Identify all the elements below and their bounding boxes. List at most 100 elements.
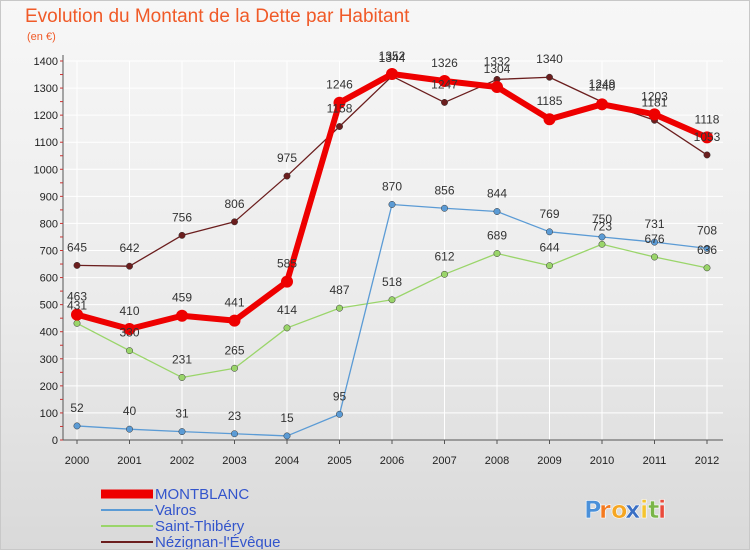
series-3-data-label: 676 (644, 232, 664, 246)
series-2-data-label: 95 (333, 389, 347, 403)
series-1-data-label: 1118 (695, 112, 720, 126)
y-tick-label: 0 (52, 435, 58, 447)
x-tick-label: 2004 (275, 455, 299, 467)
x-tick-label: 2000 (65, 455, 89, 467)
x-tick-label: 2012 (695, 455, 719, 467)
logo-letter: P (584, 496, 602, 524)
series-3-data-label: 431 (67, 298, 87, 312)
series-2-data-label: 31 (175, 407, 189, 421)
series-1-data-label: 410 (119, 304, 139, 318)
series-3-point (598, 240, 606, 248)
series-4-data-label: 1344 (379, 51, 406, 65)
series-3-data-label: 231 (172, 352, 192, 366)
series-1-point (701, 131, 713, 144)
series-1-data-label: 463 (67, 290, 87, 304)
y-tick-label: 600 (40, 273, 58, 285)
x-tick-label: 2009 (537, 455, 561, 467)
series-4-point (441, 98, 448, 106)
series-1-point (596, 98, 608, 111)
series-3-data-label: 414 (277, 303, 297, 317)
series-3-data-label: 265 (224, 343, 244, 357)
y-tick-label: 1200 (34, 110, 58, 122)
series-2-data-label: 15 (280, 411, 294, 425)
series-3-point (283, 324, 291, 332)
series-2-point (283, 432, 291, 440)
logo-letter: i (640, 496, 648, 524)
series-3-point (546, 262, 553, 270)
series-3-point (336, 304, 343, 312)
series-2-point (703, 244, 711, 252)
series-4-point (178, 231, 186, 239)
y-tick-label: 100 (40, 408, 58, 420)
series-3-point (651, 253, 658, 261)
series-2-point (178, 428, 186, 436)
series-1-data-label: 1240 (589, 79, 616, 93)
series-2-point (598, 233, 606, 241)
series-2-point (231, 430, 238, 438)
series-4-data-label: 806 (224, 197, 244, 211)
series-2-data-label: 708 (697, 223, 717, 237)
chart-subtitle: (en €) (27, 31, 56, 43)
y-tick-label: 900 (40, 191, 58, 203)
series-4-point (283, 172, 291, 180)
series-3-point (73, 319, 81, 327)
y-tick-label: 700 (40, 246, 58, 258)
series-1-point (228, 314, 241, 327)
series-1-data-label: 1326 (431, 56, 458, 70)
series-3-data-label: 689 (487, 228, 507, 242)
series-4-data-label: 1340 (536, 52, 563, 66)
legend-label: MONTBLANC (155, 486, 249, 503)
series-3-point (703, 264, 711, 272)
x-tick-label: 2001 (117, 455, 141, 467)
series-4-point (336, 123, 343, 130)
y-tick-label: 1100 (34, 137, 58, 149)
series-2-data-label: 769 (539, 207, 559, 221)
series-1-data-label: 1203 (641, 89, 668, 103)
series-1-point (281, 275, 293, 288)
series-4-data-label: 756 (172, 210, 192, 224)
series-1-data-label: 459 (172, 291, 192, 305)
logo-letter: i (658, 496, 666, 524)
y-tick-label: 800 (40, 218, 58, 230)
series-4-data-label: 1181 (642, 95, 668, 109)
series-1-point (648, 108, 661, 121)
series-3-point (441, 270, 448, 278)
series-3-data-label: 723 (592, 219, 612, 233)
y-tick-label: 400 (40, 327, 58, 339)
series-1-point (123, 323, 136, 336)
series-4-data-label: 645 (67, 240, 87, 254)
series-3-data-label: 636 (697, 243, 717, 257)
series-1-data-label: 1246 (326, 78, 353, 92)
series-4-point (126, 262, 133, 270)
series-2-point (336, 410, 343, 418)
series-2-point (73, 422, 81, 430)
x-tick-label: 2008 (485, 455, 509, 467)
series-4-data-label: 1158 (327, 102, 353, 116)
series-3-data-label: 644 (539, 241, 559, 255)
series-1-data-label: 1304 (484, 62, 511, 76)
series-2-data-label: 856 (434, 183, 454, 197)
x-tick-label: 2007 (432, 455, 456, 467)
series-4-data-label: 1332 (484, 54, 511, 68)
series-4-data-label: 642 (119, 241, 139, 255)
series-2-data-label: 750 (592, 212, 612, 226)
series-2-point (441, 204, 448, 212)
series-2-point (651, 238, 658, 246)
series-1-data-label: 441 (224, 296, 244, 310)
series-2-data-label: 844 (487, 187, 507, 201)
y-tick-label: 1300 (34, 83, 58, 95)
y-tick-label: 200 (40, 381, 58, 393)
logo-letter: o (611, 496, 628, 524)
legend-label: Saint-Thibéry (155, 518, 245, 535)
logo-letter: r (599, 496, 611, 524)
series-1-point (543, 113, 556, 126)
legend-label: Valros (155, 502, 196, 519)
series-3-data-label: 330 (119, 326, 139, 340)
x-tick-label: 2006 (380, 455, 404, 467)
series-4-data-label: 1247 (431, 77, 458, 91)
x-tick-label: 2002 (170, 455, 194, 467)
x-tick-label: 2003 (222, 455, 246, 467)
series-2-point (493, 208, 501, 215)
